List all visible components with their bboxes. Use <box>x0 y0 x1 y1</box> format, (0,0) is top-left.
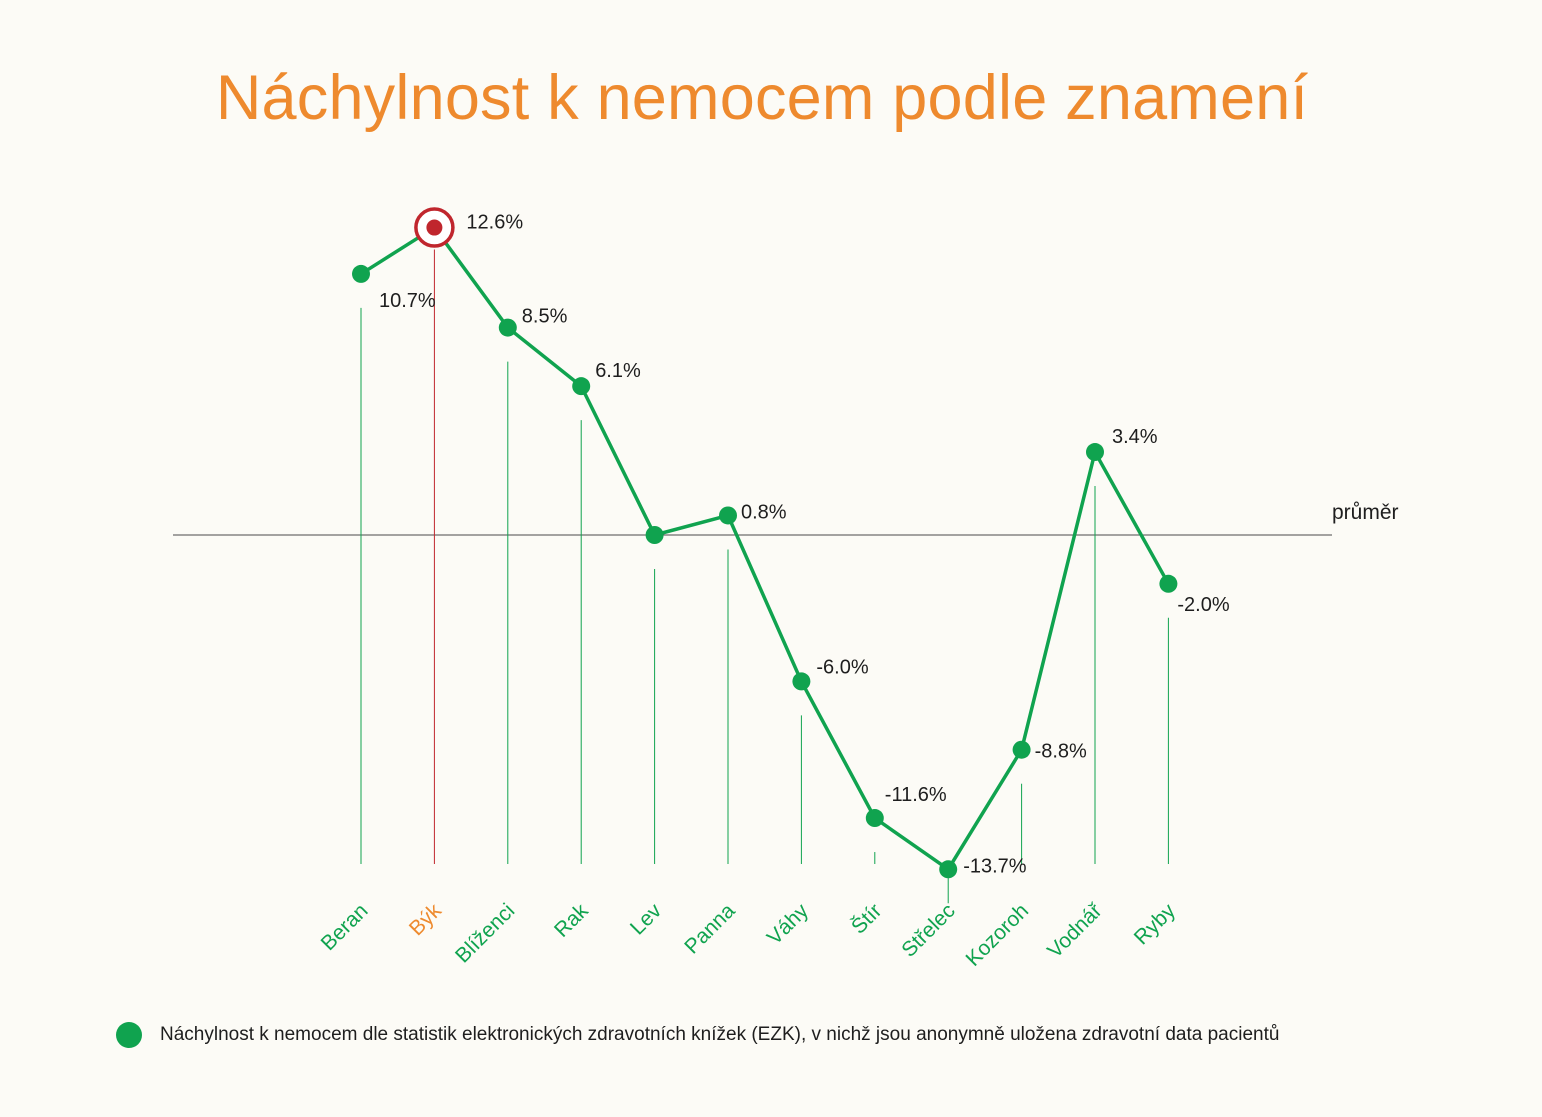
category-label-ryby: Ryby <box>1130 899 1180 949</box>
data-point-blíženci <box>498 318 517 337</box>
category-label-beran: Beran <box>317 899 373 955</box>
data-point-kozoroh <box>1012 740 1031 759</box>
category-label-blíženci: Blíženci <box>451 899 519 967</box>
data-point-střelec <box>939 860 958 879</box>
data-label-střelec: -13.7% <box>963 855 1027 877</box>
category-label-kozoroh: Kozoroh <box>962 899 1034 971</box>
reference-label: průměr <box>1332 501 1399 524</box>
category-label-býk: Býk <box>405 899 446 940</box>
category-label-panna: Panna <box>680 899 739 958</box>
legend-text: Náchylnost k nemocem dle statistik elekt… <box>160 1024 1280 1045</box>
data-label-kozoroh: -8.8% <box>1035 741 1087 763</box>
data-label-beran: 10.7% <box>379 290 436 312</box>
chart-title: Náchylnost k nemocem podle znamení <box>215 63 1309 133</box>
legend-marker <box>116 1022 142 1048</box>
data-label-blíženci: 8.5% <box>522 306 568 328</box>
line-chart: průměr 10.7% 12.6% 8.5% 6.1% 0.8% -6.0% -11.6% -… <box>173 207 1399 971</box>
data-label-býk: 12.6% <box>466 212 523 234</box>
data-point-vodnář <box>1086 443 1104 462</box>
category-label-váhy: Váhy <box>763 899 813 949</box>
data-point-ryby <box>1159 574 1178 593</box>
data-label-ryby: -2.0% <box>1177 594 1229 616</box>
data-point-býk <box>426 219 443 236</box>
data-point-lev <box>645 526 664 544</box>
series-line <box>360 225 1170 872</box>
data-label-štír: -11.6% <box>885 784 947 806</box>
data-label-panna: 0.8% <box>741 501 787 523</box>
legend: Náchylnost k nemocem dle statistik elekt… <box>116 1021 1279 1049</box>
data-point-panna <box>719 506 737 525</box>
data-label-vodnář: 3.4% <box>1112 426 1158 448</box>
data-point-beran <box>352 264 370 283</box>
data-label-váhy: -6.0% <box>816 656 868 678</box>
data-label-rak: 6.1% <box>595 360 641 382</box>
category-label-lev: Lev <box>626 899 667 940</box>
category-label-vodnář: Vodnář <box>1043 899 1107 963</box>
data-point-rak <box>572 377 591 396</box>
data-point-váhy <box>792 672 811 691</box>
category-label-štír: Štír <box>847 899 886 938</box>
data-point-štír <box>865 809 884 828</box>
category-label-střelec: Střelec <box>897 899 959 961</box>
category-label-rak: Rak <box>550 899 593 942</box>
